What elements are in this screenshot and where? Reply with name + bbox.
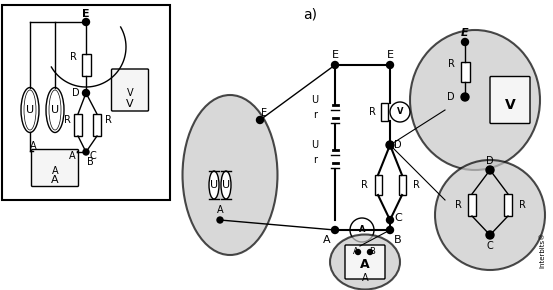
Circle shape bbox=[217, 217, 223, 223]
Text: R: R bbox=[455, 200, 461, 210]
Bar bbox=[399, 175, 405, 195]
Text: A: A bbox=[51, 166, 58, 176]
Bar bbox=[468, 194, 476, 216]
Bar bbox=[504, 194, 512, 216]
Text: A: A bbox=[359, 226, 365, 235]
Circle shape bbox=[461, 93, 469, 101]
Text: U: U bbox=[26, 105, 34, 115]
Text: D: D bbox=[447, 92, 455, 102]
Ellipse shape bbox=[221, 171, 231, 199]
Text: V: V bbox=[126, 99, 134, 109]
Ellipse shape bbox=[49, 90, 61, 130]
FancyBboxPatch shape bbox=[345, 245, 385, 279]
Text: A: A bbox=[353, 247, 359, 256]
Text: C: C bbox=[394, 213, 402, 223]
Text: C: C bbox=[487, 241, 493, 251]
Text: E: E bbox=[387, 50, 394, 60]
Ellipse shape bbox=[435, 160, 545, 270]
Text: U: U bbox=[210, 180, 218, 190]
Text: V: V bbox=[505, 98, 515, 112]
Bar bbox=[374, 175, 382, 195]
Text: U: U bbox=[222, 180, 230, 190]
Text: D: D bbox=[486, 156, 494, 166]
Text: r: r bbox=[313, 155, 317, 165]
Ellipse shape bbox=[46, 88, 64, 133]
Text: R: R bbox=[413, 180, 419, 190]
Text: R: R bbox=[519, 200, 525, 210]
Text: A: A bbox=[217, 205, 223, 215]
Ellipse shape bbox=[410, 30, 540, 170]
Circle shape bbox=[486, 166, 494, 174]
Text: A: A bbox=[360, 258, 370, 271]
Text: A: A bbox=[30, 141, 36, 151]
Bar bbox=[461, 62, 469, 82]
Bar bbox=[2, 5, 170, 200]
Bar bbox=[380, 103, 388, 121]
Ellipse shape bbox=[182, 95, 278, 255]
Text: A: A bbox=[323, 235, 331, 245]
Text: D: D bbox=[72, 88, 80, 98]
Circle shape bbox=[82, 90, 90, 97]
Text: r: r bbox=[313, 110, 317, 120]
Text: Interbits®: Interbits® bbox=[539, 232, 545, 268]
Ellipse shape bbox=[209, 171, 219, 199]
Text: U: U bbox=[311, 140, 319, 150]
Circle shape bbox=[356, 249, 361, 255]
Text: V: V bbox=[397, 108, 403, 117]
Text: B: B bbox=[369, 247, 375, 256]
Bar bbox=[81, 54, 91, 76]
Circle shape bbox=[331, 226, 338, 233]
Text: R: R bbox=[105, 115, 112, 125]
Circle shape bbox=[387, 217, 394, 224]
FancyBboxPatch shape bbox=[490, 77, 530, 124]
Text: R: R bbox=[447, 59, 455, 69]
Ellipse shape bbox=[24, 90, 36, 130]
Circle shape bbox=[486, 231, 494, 239]
FancyBboxPatch shape bbox=[32, 150, 79, 186]
Text: D: D bbox=[394, 140, 402, 150]
Text: E: E bbox=[461, 28, 469, 38]
FancyBboxPatch shape bbox=[112, 69, 149, 111]
Text: U: U bbox=[311, 95, 319, 105]
Circle shape bbox=[387, 61, 394, 68]
Text: R: R bbox=[64, 115, 70, 125]
Text: U: U bbox=[51, 105, 59, 115]
Circle shape bbox=[387, 226, 394, 233]
Circle shape bbox=[386, 141, 394, 149]
Bar bbox=[93, 114, 101, 136]
Text: E: E bbox=[82, 9, 90, 19]
Circle shape bbox=[390, 102, 410, 122]
Text: C: C bbox=[90, 151, 96, 161]
Ellipse shape bbox=[21, 88, 39, 133]
Circle shape bbox=[350, 218, 374, 242]
Ellipse shape bbox=[330, 235, 400, 289]
Text: B: B bbox=[394, 235, 402, 245]
Text: A: A bbox=[362, 273, 368, 283]
Text: A: A bbox=[51, 175, 59, 185]
Text: R: R bbox=[361, 180, 367, 190]
Circle shape bbox=[368, 249, 373, 255]
Text: A: A bbox=[69, 151, 75, 161]
Text: B: B bbox=[87, 157, 93, 167]
Circle shape bbox=[82, 19, 90, 26]
Text: V: V bbox=[127, 88, 133, 98]
Circle shape bbox=[462, 39, 468, 46]
Text: R: R bbox=[368, 107, 375, 117]
Circle shape bbox=[83, 149, 89, 155]
Text: R: R bbox=[70, 52, 76, 62]
Text: a): a) bbox=[303, 8, 317, 22]
Circle shape bbox=[331, 61, 338, 68]
Circle shape bbox=[257, 117, 263, 124]
Bar bbox=[74, 114, 82, 136]
Text: E: E bbox=[331, 50, 338, 60]
Text: E: E bbox=[261, 108, 267, 118]
